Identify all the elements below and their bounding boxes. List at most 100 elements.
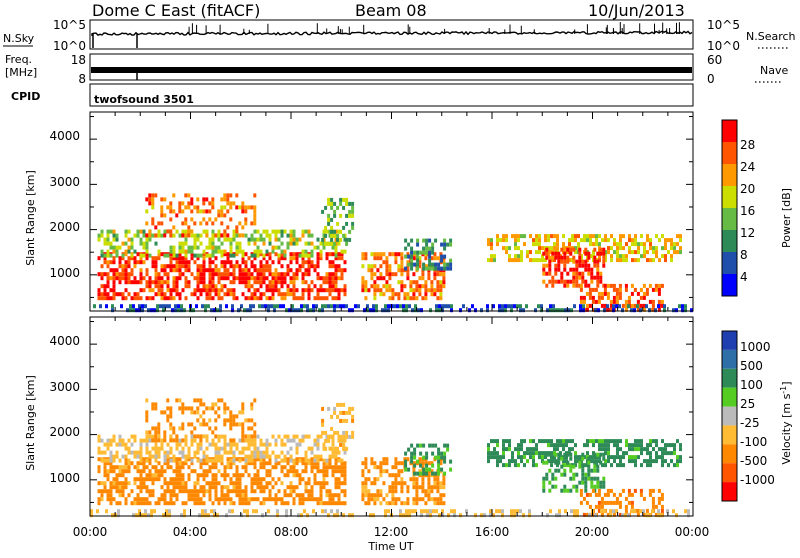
- vel-cell: [169, 438, 173, 443]
- power-cell: [402, 308, 405, 313]
- vel-cell: [250, 406, 254, 411]
- vel-cell: [229, 465, 233, 470]
- power-cell: [232, 288, 236, 293]
- vel-cell: [241, 489, 245, 494]
- power-cell: [599, 251, 603, 256]
- power-cell: [202, 217, 206, 222]
- vel-cell: [661, 463, 664, 468]
- vel-cell: [495, 509, 498, 514]
- power-cell: [184, 284, 188, 289]
- power-cell: [291, 308, 294, 313]
- vel-cell: [301, 501, 305, 506]
- vel-cell: [232, 461, 236, 466]
- power-cell: [172, 280, 176, 285]
- vel-cell: [325, 501, 329, 506]
- power-cell: [103, 253, 107, 258]
- vel-cell: [178, 481, 182, 486]
- vel-cell: [408, 513, 411, 518]
- vel-cell: [292, 469, 296, 474]
- nsky-trace: [91, 22, 693, 48]
- vel-cell: [547, 459, 550, 464]
- vel-cell: [313, 481, 317, 486]
- power-cell: [232, 268, 236, 273]
- vel-cell: [256, 473, 260, 478]
- power-cell: [306, 304, 309, 309]
- power-cell: [505, 250, 508, 255]
- power-cell: [514, 238, 517, 243]
- vel-cell: [443, 455, 447, 460]
- vel-cell: [223, 422, 227, 427]
- vel-cell: [106, 473, 110, 478]
- vel-cell: [334, 477, 338, 482]
- vel-cell: [289, 465, 293, 470]
- vel-cell: [325, 473, 329, 478]
- power-cell: [238, 205, 242, 210]
- vel-cell: [205, 461, 209, 466]
- power-cell: [634, 250, 637, 255]
- vel-cell: [660, 508, 664, 513]
- power-cell: [607, 250, 610, 255]
- vel-cell: [256, 446, 260, 451]
- vel-cell: [616, 451, 619, 456]
- vel-cell: [117, 513, 120, 518]
- power-cell: [253, 229, 257, 234]
- power-cell: [100, 284, 104, 289]
- vel-cell: [505, 439, 508, 444]
- vel-cell: [268, 454, 272, 459]
- power-cell: [256, 276, 260, 281]
- power-cell: [223, 268, 227, 273]
- power-cell: [201, 304, 204, 309]
- vel-cell: [581, 468, 585, 473]
- vel-cell: [223, 485, 227, 490]
- vel-cell: [431, 451, 435, 456]
- power-cell: [621, 308, 624, 313]
- power-cell: [502, 234, 505, 239]
- vel-cell: [304, 489, 308, 494]
- power-cell: [327, 241, 331, 246]
- power-cell: [112, 272, 116, 277]
- vel-cell: [625, 451, 628, 456]
- vel-cell: [181, 410, 185, 415]
- vel-cell: [615, 509, 618, 514]
- vel-cell: [208, 497, 212, 502]
- vel-cell: [422, 471, 426, 476]
- vel-cell: [569, 452, 573, 457]
- vel-cell: [331, 450, 335, 455]
- vel-cell: [334, 465, 338, 470]
- vel-cell: [136, 493, 140, 498]
- power-cell: [594, 308, 597, 313]
- vel-cell: [418, 469, 422, 474]
- power-cell: [138, 304, 141, 309]
- power-cell: [238, 268, 242, 273]
- power-cell: [551, 279, 555, 284]
- power-cell: [190, 233, 194, 238]
- power-cell: [551, 283, 555, 288]
- vel-cbar-tick-1000: 1000: [740, 340, 771, 354]
- power-cell: [684, 304, 687, 309]
- vel-cell: [532, 463, 535, 468]
- power-cell: [139, 288, 143, 293]
- vel-cell: [271, 465, 275, 470]
- vel-cell: [199, 485, 203, 490]
- vel-cell: [590, 484, 594, 489]
- vel-cell: [602, 456, 606, 461]
- vel-cell: [336, 430, 340, 435]
- vel-cell: [327, 513, 330, 518]
- power-cell: [214, 245, 218, 250]
- vel-cell: [109, 450, 113, 455]
- power-cell: [517, 258, 520, 263]
- vel-cell: [313, 438, 317, 443]
- power-cell: [582, 299, 586, 304]
- power-cell: [145, 280, 149, 285]
- vel-cell: [141, 513, 144, 518]
- power-cell: [253, 292, 257, 297]
- vel-cell: [100, 481, 104, 486]
- power-cell: [370, 272, 374, 277]
- vel-cell: [628, 459, 631, 464]
- vel-cell: [661, 455, 664, 460]
- power-cell: [175, 229, 179, 234]
- vel-cell: [178, 477, 182, 482]
- power-cell: [223, 237, 227, 242]
- power-cell: [339, 229, 343, 234]
- vel-cell: [667, 451, 670, 456]
